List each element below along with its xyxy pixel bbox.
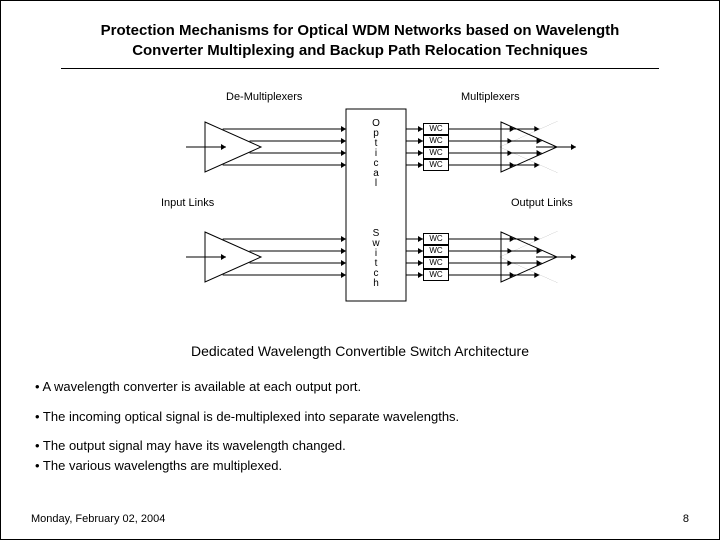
wc-box: WC [423, 269, 449, 281]
label-input: Input Links [161, 197, 214, 209]
diagram-area: De-Multiplexers Multiplexers Input Links… [31, 79, 689, 339]
wc-box: WC [423, 135, 449, 147]
wc-box: WC [423, 147, 449, 159]
diagram-caption: Dedicated Wavelength Convertible Switch … [31, 343, 689, 359]
label-mux: Multiplexers [461, 91, 520, 103]
switch-label-top: Optical [372, 119, 380, 189]
bullet-list: • A wavelength converter is available at… [31, 377, 689, 475]
footer-page: 8 [683, 513, 689, 525]
wc-box: WC [423, 159, 449, 171]
bullet-3: • The output signal may have its wavelen… [35, 436, 689, 456]
wc-box: WC [423, 257, 449, 269]
bullet-1: • A wavelength converter is available at… [35, 377, 689, 397]
bullet-2: • The incoming optical signal is de-mult… [35, 407, 689, 427]
label-demux: De-Multiplexers [226, 91, 302, 103]
footer: Monday, February 02, 2004 8 [31, 513, 689, 525]
diagram-svg [31, 79, 691, 339]
slide-frame: Protection Mechanisms for Optical WDM Ne… [0, 0, 720, 540]
bullet-4: • The various wavelengths are multiplexe… [35, 456, 689, 476]
wc-box: WC [423, 245, 449, 257]
slide-title: Protection Mechanisms for Optical WDM Ne… [61, 21, 659, 69]
footer-date: Monday, February 02, 2004 [31, 513, 165, 525]
wc-box: WC [423, 233, 449, 245]
wc-box: WC [423, 123, 449, 135]
switch-label-bottom: Switch [372, 229, 380, 289]
label-output: Output Links [511, 197, 573, 209]
